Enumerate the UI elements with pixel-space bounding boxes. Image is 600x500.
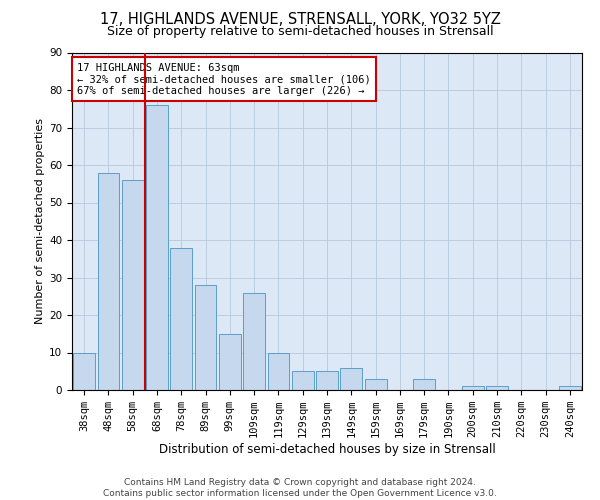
Bar [462, 386, 484, 390]
Bar [122, 180, 143, 390]
Text: 17, HIGHLANDS AVENUE, STRENSALL, YORK, YO32 5YZ: 17, HIGHLANDS AVENUE, STRENSALL, YORK, Y… [100, 12, 500, 28]
Bar [365, 379, 386, 390]
Bar [316, 371, 338, 390]
Bar [268, 352, 289, 390]
Text: Contains HM Land Registry data © Crown copyright and database right 2024.
Contai: Contains HM Land Registry data © Crown c… [103, 478, 497, 498]
Text: Size of property relative to semi-detached houses in Strensall: Size of property relative to semi-detach… [107, 25, 493, 38]
Bar [243, 292, 265, 390]
Bar [194, 285, 217, 390]
Bar [97, 172, 119, 390]
Bar [219, 334, 241, 390]
Y-axis label: Number of semi-detached properties: Number of semi-detached properties [35, 118, 45, 324]
X-axis label: Distribution of semi-detached houses by size in Strensall: Distribution of semi-detached houses by … [158, 443, 496, 456]
Bar [170, 248, 192, 390]
Bar [292, 371, 314, 390]
Bar [486, 386, 508, 390]
Bar [146, 105, 168, 390]
Bar [413, 379, 435, 390]
Bar [559, 386, 581, 390]
Bar [73, 352, 95, 390]
Bar [340, 368, 362, 390]
Text: 17 HIGHLANDS AVENUE: 63sqm
← 32% of semi-detached houses are smaller (106)
67% o: 17 HIGHLANDS AVENUE: 63sqm ← 32% of semi… [77, 62, 371, 96]
